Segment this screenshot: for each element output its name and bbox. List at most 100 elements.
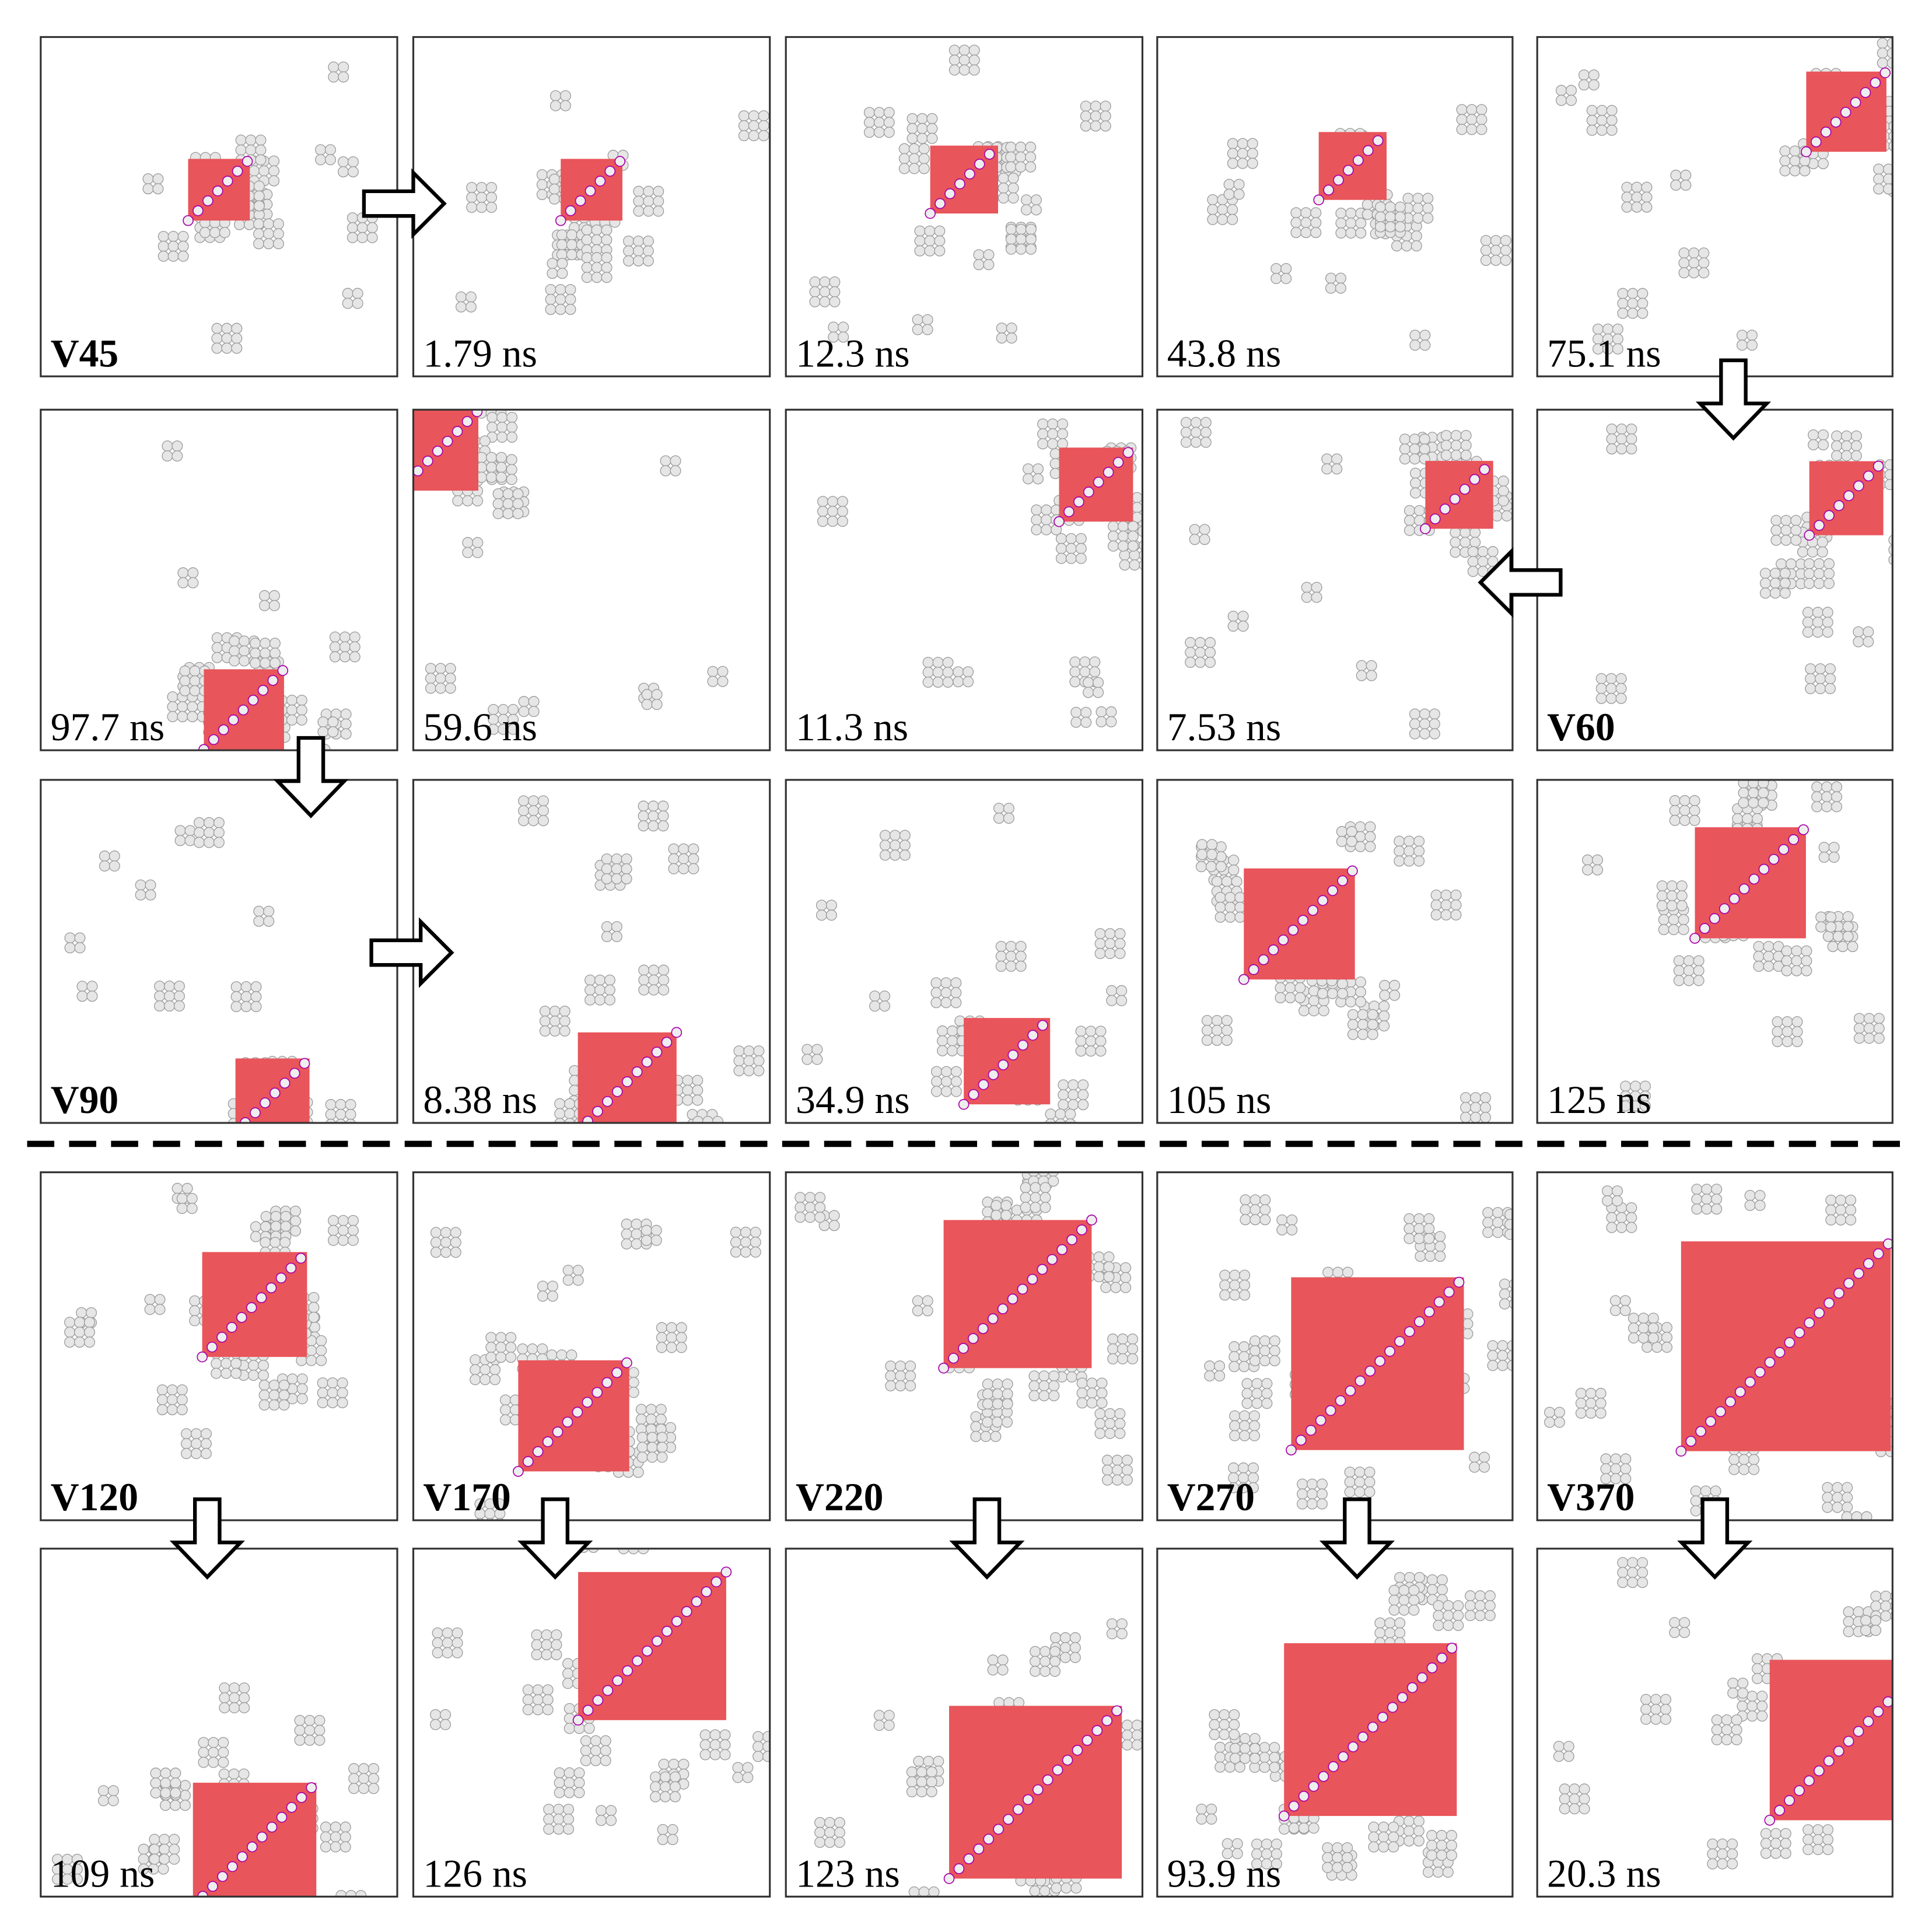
atom bbox=[879, 991, 891, 1002]
panel bbox=[1157, 1172, 1532, 1521]
atom bbox=[660, 1771, 671, 1783]
atom bbox=[600, 1745, 611, 1756]
atom bbox=[1364, 1476, 1376, 1488]
atom bbox=[258, 1370, 270, 1381]
atom bbox=[1214, 891, 1226, 904]
atom bbox=[1818, 842, 1830, 853]
diagonal-atom bbox=[1238, 974, 1250, 985]
atom bbox=[1065, 542, 1077, 554]
diagonal-atom bbox=[1423, 1306, 1435, 1318]
atom bbox=[631, 1238, 642, 1250]
atom bbox=[554, 1098, 566, 1110]
atom bbox=[1815, 911, 1827, 923]
diagonal-atom bbox=[1037, 1020, 1048, 1031]
atom bbox=[1582, 854, 1594, 866]
atom bbox=[219, 1682, 230, 1694]
atom bbox=[495, 1352, 507, 1363]
atom bbox=[1275, 982, 1286, 993]
atom bbox=[279, 1237, 291, 1248]
atom bbox=[189, 665, 201, 677]
atom bbox=[1401, 240, 1412, 252]
atom bbox=[604, 984, 615, 996]
atom bbox=[1446, 1849, 1457, 1861]
atom bbox=[537, 1290, 548, 1302]
diagonal-atom bbox=[1794, 1785, 1805, 1796]
diagonal-atom bbox=[1923, 1657, 1932, 1667]
atom bbox=[997, 1654, 1009, 1666]
atom bbox=[563, 1824, 575, 1835]
atom bbox=[1600, 1453, 1612, 1465]
atom bbox=[1030, 1656, 1041, 1667]
atom bbox=[64, 1336, 76, 1348]
diagonal-atom bbox=[1027, 1273, 1038, 1285]
atom bbox=[926, 132, 938, 144]
atom bbox=[1259, 1355, 1270, 1367]
atom bbox=[895, 1370, 907, 1382]
diagonal-atom bbox=[1313, 194, 1324, 205]
atom bbox=[907, 123, 918, 134]
atom bbox=[551, 1649, 562, 1661]
atom bbox=[758, 120, 769, 132]
atom bbox=[1815, 682, 1826, 694]
diagonal-atom bbox=[988, 1069, 999, 1080]
diagonal-atom bbox=[662, 1626, 673, 1637]
atom bbox=[632, 235, 644, 247]
atom bbox=[559, 1015, 570, 1027]
atom bbox=[1807, 546, 1818, 558]
diagonal-atom bbox=[1027, 1030, 1038, 1041]
atom bbox=[83, 1326, 95, 1338]
panel-label: 12.3 ns bbox=[796, 331, 909, 375]
diagonal-atom bbox=[1278, 935, 1289, 946]
atom bbox=[1780, 1838, 1791, 1849]
atom bbox=[1294, 982, 1306, 993]
atom bbox=[203, 817, 215, 828]
atom bbox=[1239, 1732, 1251, 1744]
diagonal-atom bbox=[1843, 1735, 1854, 1747]
atom bbox=[1522, 1266, 1532, 1276]
atom bbox=[543, 1824, 555, 1835]
atom bbox=[621, 1238, 632, 1250]
atom bbox=[1817, 546, 1828, 558]
atom bbox=[873, 1720, 885, 1731]
atom bbox=[1049, 448, 1061, 460]
atom bbox=[268, 155, 280, 167]
atom bbox=[905, 1370, 916, 1382]
atom bbox=[340, 708, 352, 720]
atom bbox=[1240, 1204, 1251, 1216]
atom bbox=[1048, 1390, 1060, 1402]
atom bbox=[1596, 104, 1608, 116]
atom bbox=[1917, 1198, 1927, 1209]
atom bbox=[1476, 124, 1488, 135]
diagonal-atom bbox=[1007, 1049, 1019, 1060]
atom bbox=[1413, 855, 1425, 867]
diagonal-atom bbox=[260, 1097, 271, 1108]
atom bbox=[1237, 610, 1249, 622]
panel bbox=[1157, 1548, 1513, 1897]
atom bbox=[1910, 132, 1921, 143]
atom bbox=[1673, 965, 1685, 977]
atom bbox=[1180, 436, 1192, 448]
atom bbox=[1056, 438, 1069, 450]
diagonal-atom bbox=[1811, 136, 1822, 148]
atom bbox=[572, 1265, 584, 1276]
atom bbox=[1300, 217, 1312, 229]
atom bbox=[1286, 1214, 1298, 1226]
atom bbox=[564, 1118, 576, 1123]
atom bbox=[1910, 1877, 1920, 1888]
atom bbox=[1927, 58, 1932, 68]
atom bbox=[298, 1906, 309, 1916]
atom bbox=[699, 1729, 711, 1741]
atom bbox=[230, 991, 242, 1003]
atom bbox=[1003, 813, 1014, 824]
atom bbox=[1280, 262, 1292, 274]
atom bbox=[211, 632, 223, 643]
atom bbox=[908, 1886, 920, 1897]
atom bbox=[1926, 1471, 1932, 1481]
panel-label: 1.79 ns bbox=[423, 331, 537, 375]
atom bbox=[719, 1729, 731, 1741]
atom bbox=[914, 245, 926, 257]
panel-frame bbox=[785, 408, 1144, 751]
atom bbox=[1388, 1831, 1399, 1843]
atom bbox=[1237, 620, 1249, 632]
atom bbox=[349, 641, 360, 653]
